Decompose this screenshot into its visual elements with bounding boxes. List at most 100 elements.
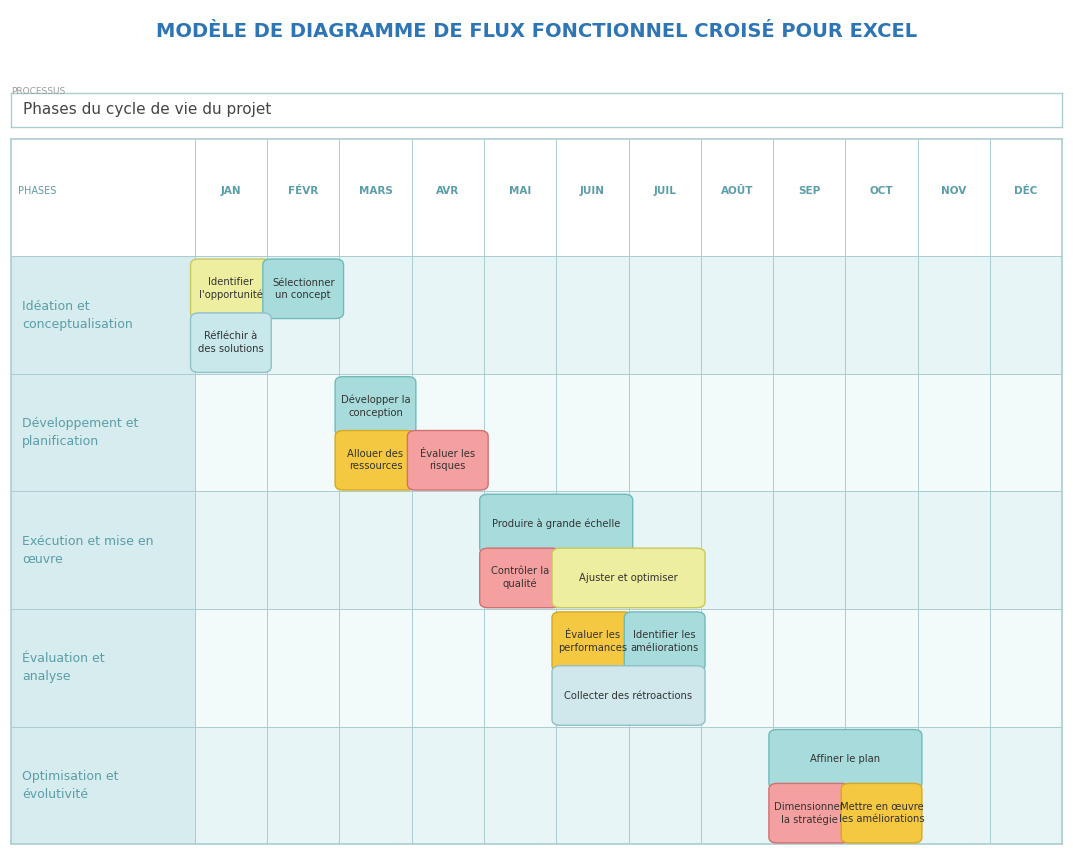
Text: SEP: SEP	[798, 186, 821, 197]
Text: Réfléchir à
des solutions: Réfléchir à des solutions	[199, 332, 264, 354]
Bar	[412, 256, 484, 374]
FancyBboxPatch shape	[191, 313, 271, 372]
Bar	[11, 727, 194, 844]
FancyBboxPatch shape	[624, 612, 705, 671]
FancyBboxPatch shape	[335, 430, 416, 490]
Bar	[701, 256, 773, 374]
Text: Évaluer les
risques: Évaluer les risques	[421, 449, 475, 471]
Bar	[701, 727, 773, 844]
FancyBboxPatch shape	[263, 259, 343, 319]
FancyBboxPatch shape	[191, 259, 271, 319]
Text: Évaluation et
analyse: Évaluation et analyse	[21, 652, 104, 683]
Bar	[267, 256, 339, 374]
Bar	[339, 492, 412, 609]
Bar	[917, 256, 990, 374]
Bar	[484, 256, 556, 374]
Text: Optimisation et
évolutivité: Optimisation et évolutivité	[21, 770, 118, 801]
Bar	[339, 727, 412, 844]
Text: MAI: MAI	[509, 186, 531, 197]
Text: Phases du cycle de vie du projet: Phases du cycle de vie du projet	[24, 102, 271, 118]
Bar	[556, 492, 629, 609]
Bar	[412, 492, 484, 609]
Bar	[556, 374, 629, 492]
Text: AVR: AVR	[436, 186, 459, 197]
Bar	[267, 492, 339, 609]
Bar	[339, 609, 412, 727]
Text: Mettre en œuvre
les améliorations: Mettre en œuvre les améliorations	[839, 802, 924, 824]
FancyBboxPatch shape	[408, 430, 488, 490]
Text: PHASES: PHASES	[18, 186, 57, 197]
Text: Dimensionner
la stratégie: Dimensionner la stratégie	[775, 802, 844, 824]
Bar	[11, 492, 194, 609]
Bar	[194, 727, 267, 844]
FancyBboxPatch shape	[841, 784, 922, 843]
Bar	[701, 374, 773, 492]
Text: Développer la
conception: Développer la conception	[340, 395, 410, 418]
Bar	[412, 727, 484, 844]
Bar	[990, 609, 1062, 727]
Bar	[629, 492, 701, 609]
Text: AOÛT: AOÛT	[721, 186, 753, 197]
Bar	[773, 609, 846, 727]
FancyBboxPatch shape	[552, 612, 633, 671]
Text: Allouer des
ressources: Allouer des ressources	[348, 449, 403, 471]
Text: OCT: OCT	[870, 186, 894, 197]
Bar	[773, 374, 846, 492]
Bar	[917, 492, 990, 609]
Bar	[773, 492, 846, 609]
Text: JUIN: JUIN	[579, 186, 605, 197]
Bar	[846, 727, 917, 844]
Text: JUIL: JUIL	[653, 186, 676, 197]
Bar	[701, 492, 773, 609]
Bar	[267, 727, 339, 844]
FancyBboxPatch shape	[769, 784, 850, 843]
FancyBboxPatch shape	[552, 666, 705, 726]
Bar	[339, 374, 412, 492]
Text: JAN: JAN	[221, 186, 241, 197]
Bar	[917, 727, 990, 844]
Bar	[701, 609, 773, 727]
Text: Idéation et
conceptualisation: Idéation et conceptualisation	[21, 300, 133, 331]
FancyBboxPatch shape	[769, 729, 922, 789]
Text: Ajuster et optimiser: Ajuster et optimiser	[579, 573, 678, 583]
Bar	[484, 374, 556, 492]
Bar	[11, 256, 194, 374]
Bar	[412, 609, 484, 727]
Bar	[11, 374, 194, 492]
Bar	[917, 609, 990, 727]
Text: Identifier les
améliorations: Identifier les améliorations	[631, 630, 699, 653]
Bar	[556, 609, 629, 727]
Bar	[846, 256, 917, 374]
Bar	[629, 727, 701, 844]
Text: Affiner le plan: Affiner le plan	[810, 754, 881, 765]
Bar	[773, 256, 846, 374]
Bar	[846, 609, 917, 727]
Text: NOV: NOV	[941, 186, 967, 197]
Text: Exécution et mise en
œuvre: Exécution et mise en œuvre	[21, 535, 153, 565]
Bar	[990, 374, 1062, 492]
Bar	[484, 492, 556, 609]
Bar	[194, 256, 267, 374]
Bar	[629, 609, 701, 727]
Bar	[267, 609, 339, 727]
Bar	[194, 374, 267, 492]
FancyBboxPatch shape	[552, 548, 705, 608]
Bar	[556, 727, 629, 844]
Bar	[990, 727, 1062, 844]
FancyBboxPatch shape	[480, 548, 560, 608]
Bar	[917, 374, 990, 492]
Bar	[773, 727, 846, 844]
Bar	[267, 374, 339, 492]
Bar	[990, 492, 1062, 609]
Text: MARS: MARS	[358, 186, 393, 197]
Text: Collecter des rétroactions: Collecter des rétroactions	[564, 690, 692, 701]
Bar	[484, 609, 556, 727]
Text: Produire à grande échelle: Produire à grande échelle	[493, 519, 620, 529]
FancyBboxPatch shape	[480, 494, 633, 553]
Bar	[846, 492, 917, 609]
Bar	[194, 492, 267, 609]
FancyBboxPatch shape	[335, 377, 416, 436]
Bar	[412, 374, 484, 492]
Text: Identifier
l'opportunité: Identifier l'opportunité	[199, 277, 263, 301]
Text: DÉC: DÉC	[1014, 186, 1038, 197]
